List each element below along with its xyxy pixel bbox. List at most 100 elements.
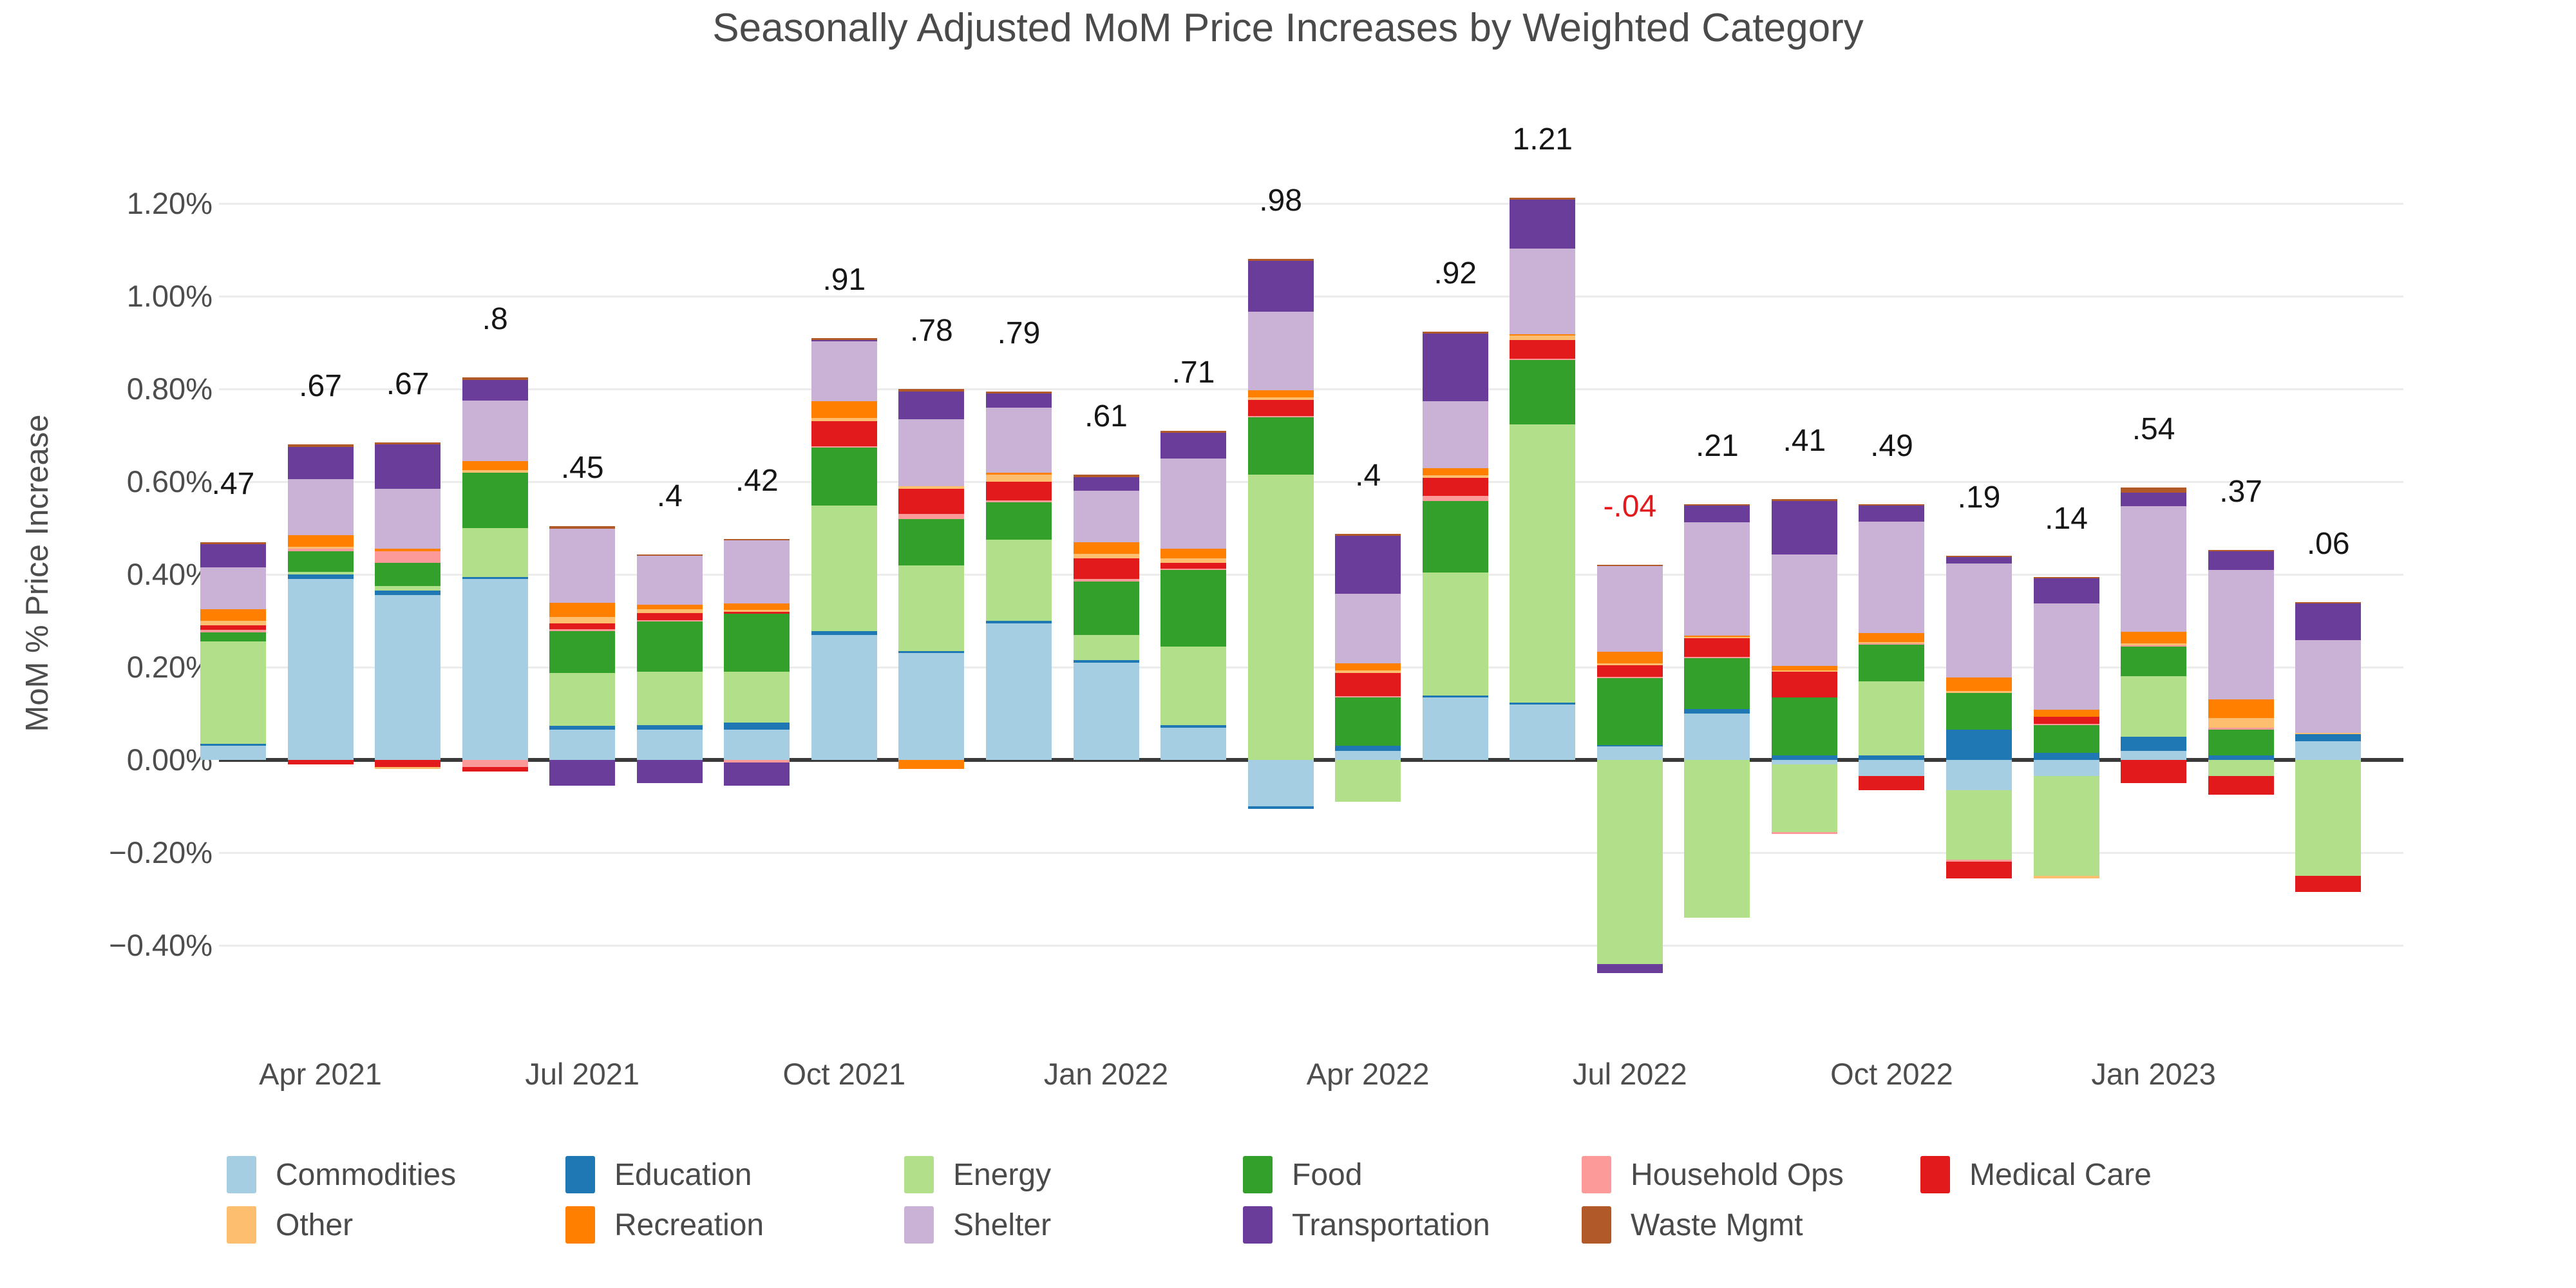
bar-segment-recreation[interactable]: [1335, 663, 1401, 671]
legend-item-medical-care[interactable]: Medical Care: [1920, 1155, 2152, 1194]
bar-segment-transportation[interactable]: [811, 340, 877, 342]
legend-item-commodities[interactable]: Commodities: [227, 1155, 456, 1194]
bar-segment-household-ops[interactable]: [1946, 859, 2012, 862]
bar-segment-food[interactable]: [287, 551, 354, 573]
bar-segment-recreation[interactable]: [1596, 652, 1663, 664]
bar-segment-commodities[interactable]: [2295, 741, 2362, 760]
bar-segment-recreation[interactable]: [1684, 636, 1750, 638]
bar-segment-energy[interactable]: [1335, 760, 1401, 802]
bar-segment-waste-mgmt[interactable]: [1335, 533, 1401, 536]
bar-segment-recreation[interactable]: [2033, 710, 2099, 717]
bar-segment-other[interactable]: [200, 621, 266, 626]
bar-segment-other[interactable]: [1422, 475, 1488, 478]
bar-segment-household-ops[interactable]: [1684, 657, 1750, 659]
bar-segment-food[interactable]: [1946, 692, 2012, 730]
bar-segment-education[interactable]: [1946, 730, 2012, 760]
bar-segment-household-ops[interactable]: [2121, 645, 2187, 647]
bar-segment-energy[interactable]: [1596, 760, 1663, 964]
bar-segment-other[interactable]: [1335, 670, 1401, 673]
bar-segment-shelter[interactable]: [2033, 603, 2099, 710]
bar-segment-medical-care[interactable]: [2033, 717, 2099, 724]
bar-segment-energy[interactable]: [1946, 790, 2012, 860]
bar-segment-food[interactable]: [898, 518, 965, 565]
bar-segment-medical-care[interactable]: [1160, 563, 1227, 569]
bar-segment-food[interactable]: [1510, 359, 1576, 425]
bar-segment-waste-mgmt[interactable]: [200, 542, 266, 545]
bar-segment-waste-mgmt[interactable]: [1422, 332, 1488, 334]
legend-item-food[interactable]: Food: [1243, 1155, 1362, 1194]
bar-segment-commodities[interactable]: [200, 746, 266, 760]
bar-segment-other[interactable]: [1247, 397, 1314, 400]
bar-segment-other[interactable]: [1684, 637, 1750, 639]
bar-segment-waste-mgmt[interactable]: [2295, 602, 2362, 604]
bar-segment-commodities[interactable]: [636, 730, 703, 760]
bar-segment-other[interactable]: [898, 486, 965, 489]
bar-segment-education[interactable]: [1859, 755, 1925, 760]
bar-segment-commodities[interactable]: [1247, 760, 1314, 806]
bar-segment-shelter[interactable]: [1335, 594, 1401, 664]
bar-segment-commodities[interactable]: [1335, 750, 1401, 760]
bar-segment-transportation[interactable]: [1247, 260, 1314, 312]
bar-segment-waste-mgmt[interactable]: [287, 444, 354, 447]
bar-segment-commodities[interactable]: [462, 579, 528, 760]
bar-segment-household-ops[interactable]: [1247, 415, 1314, 417]
bar-segment-medical-care[interactable]: [724, 611, 790, 614]
bar-segment-shelter[interactable]: [1510, 248, 1576, 335]
bar-segment-waste-mgmt[interactable]: [2121, 488, 2187, 493]
bar-segment-waste-mgmt[interactable]: [2208, 549, 2274, 551]
bar-segment-food[interactable]: [2033, 725, 2099, 753]
bar-segment-food[interactable]: [985, 502, 1052, 540]
bar-segment-waste-mgmt[interactable]: [636, 554, 703, 556]
bar-segment-transportation[interactable]: [1684, 506, 1750, 522]
bar-segment-transportation[interactable]: [200, 544, 266, 568]
bar-segment-food[interactable]: [200, 632, 266, 642]
bar-segment-food[interactable]: [2208, 730, 2274, 755]
bar-segment-waste-mgmt[interactable]: [1771, 498, 1837, 502]
bar-segment-recreation[interactable]: [724, 603, 790, 611]
legend-item-recreation[interactable]: Recreation: [565, 1206, 764, 1244]
bar-segment-other[interactable]: [2033, 876, 2099, 878]
bar-segment-energy[interactable]: [1160, 646, 1227, 725]
bar-segment-waste-mgmt[interactable]: [1596, 564, 1663, 567]
bar-segment-commodities[interactable]: [1684, 714, 1750, 760]
bar-segment-transportation[interactable]: [1771, 501, 1837, 555]
bar-segment-transportation[interactable]: [2121, 492, 2187, 507]
bar-segment-recreation[interactable]: [898, 760, 965, 770]
bar-segment-shelter[interactable]: [2208, 569, 2274, 700]
bar-segment-commodities[interactable]: [2121, 750, 2187, 760]
bar-segment-shelter[interactable]: [724, 540, 790, 603]
bar-segment-other[interactable]: [811, 417, 877, 421]
bar-segment-shelter[interactable]: [898, 419, 965, 487]
bar-segment-energy[interactable]: [985, 540, 1052, 621]
bar-segment-medical-care[interactable]: [2208, 776, 2274, 795]
bar-segment-education[interactable]: [1510, 703, 1576, 705]
bar-segment-household-ops[interactable]: [375, 551, 441, 563]
bar-segment-recreation[interactable]: [1771, 665, 1837, 671]
bar-segment-education[interactable]: [1073, 660, 1139, 663]
bar-segment-shelter[interactable]: [1596, 566, 1663, 652]
bar-segment-medical-care[interactable]: [549, 623, 616, 629]
bar-segment-shelter[interactable]: [1771, 554, 1837, 666]
bar-segment-shelter[interactable]: [1859, 521, 1925, 633]
bar-segment-transportation[interactable]: [287, 447, 354, 480]
bar-segment-waste-mgmt[interactable]: [985, 391, 1052, 394]
bar-segment-transportation[interactable]: [1073, 477, 1139, 491]
bar-segment-recreation[interactable]: [1859, 632, 1925, 643]
bar-segment-waste-mgmt[interactable]: [375, 442, 441, 445]
bar-segment-household-ops[interactable]: [1422, 496, 1488, 501]
bar-segment-other[interactable]: [287, 546, 354, 549]
bar-segment-commodities[interactable]: [1859, 760, 1925, 777]
bar-segment-energy[interactable]: [2295, 760, 2362, 876]
bar-segment-waste-mgmt[interactable]: [1684, 504, 1750, 506]
bar-segment-education[interactable]: [1684, 708, 1750, 714]
bar-segment-household-ops[interactable]: [811, 446, 877, 448]
bar-segment-education[interactable]: [2208, 755, 2274, 760]
bar-segment-recreation[interactable]: [1422, 468, 1488, 475]
bar-segment-education[interactable]: [1160, 725, 1227, 728]
bar-segment-other[interactable]: [375, 766, 441, 770]
bar-segment-other[interactable]: [1596, 663, 1663, 666]
bar-segment-commodities[interactable]: [898, 653, 965, 760]
bar-segment-commodities[interactable]: [1510, 704, 1576, 760]
bar-segment-medical-care[interactable]: [375, 760, 441, 767]
